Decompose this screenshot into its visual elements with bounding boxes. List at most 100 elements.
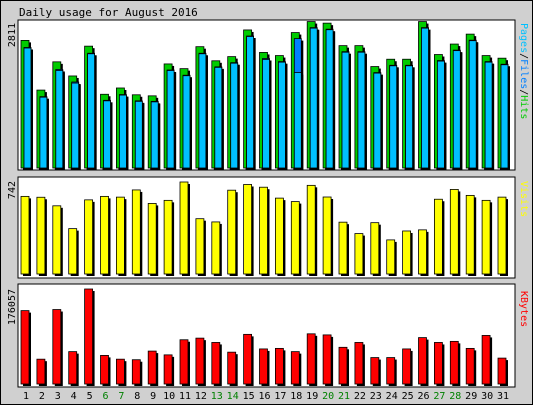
x-tick-label-day-19: 19 <box>306 391 318 402</box>
bar-kbytes-day-4 <box>68 351 78 385</box>
bar-kbytes-day-23 <box>370 357 380 385</box>
x-tick-label-day-25: 25 <box>402 391 414 402</box>
bar-visits-day-26 <box>418 229 427 275</box>
bar-pages-day-3 <box>55 70 64 169</box>
x-tick-label-day-11: 11 <box>179 391 191 402</box>
bar-pages-day-18 <box>293 72 302 169</box>
x-tick-label-day-1: 1 <box>23 391 29 402</box>
x-tick-label-day-31: 31 <box>497 391 509 402</box>
x-tick-label-day-24: 24 <box>386 391 398 402</box>
bar-visits-day-7 <box>116 196 125 275</box>
bar-visits-day-18 <box>290 201 300 275</box>
bar-visits-day-23 <box>370 222 380 275</box>
legend-files: Files <box>518 59 529 89</box>
x-tick-label-day-3: 3 <box>55 391 61 402</box>
bar-kbytes-day-19 <box>306 333 316 385</box>
legend-kbytes: KBytes <box>518 291 529 327</box>
bar-kbytes-day-27 <box>433 342 443 385</box>
bar-visits-day-21 <box>338 221 348 275</box>
bar-visits-day-30 <box>481 199 491 275</box>
bar-kbytes-day-9 <box>147 350 157 385</box>
legend-pages: Pages <box>518 23 529 53</box>
bar-visits-day-8 <box>131 189 141 275</box>
x-tick-label-day-16: 16 <box>258 391 270 402</box>
x-tick-label-day-2: 2 <box>39 391 45 402</box>
bar-pages-day-24 <box>389 65 398 169</box>
bar-pages-day-19 <box>309 27 318 169</box>
bar-visits-day-12 <box>195 218 205 275</box>
bar-pages-day-7 <box>119 94 127 169</box>
panel-kbytes: 176057 KBytes <box>7 283 529 388</box>
x-tick-label-day-8: 8 <box>134 391 140 402</box>
bar-pages-day-6 <box>103 100 111 169</box>
x-tick-label-day-12: 12 <box>195 391 207 402</box>
legend-sep-2: / <box>518 89 529 95</box>
bar-kbytes-day-3 <box>52 309 62 385</box>
x-tick-label-day-14: 14 <box>227 391 239 402</box>
bar-pages-day-13 <box>214 66 223 169</box>
legend-visits: Visits <box>518 181 529 217</box>
bar-visits-day-22 <box>354 233 364 275</box>
bar-visits-day-29 <box>465 194 475 275</box>
bar-pages-day-30 <box>484 61 493 169</box>
bar-kbytes-day-25 <box>402 348 412 385</box>
bar-pages-day-26 <box>421 27 429 169</box>
x-tick-label-day-21: 21 <box>338 391 350 402</box>
x-tick-label-day-28: 28 <box>449 391 461 402</box>
x-tick-label-day-22: 22 <box>354 391 366 402</box>
legend-sep-1: / <box>518 53 529 59</box>
bar-visits-day-4 <box>68 228 78 275</box>
bars-visits <box>20 181 508 276</box>
axis-max-label-visits: 742 <box>7 181 18 199</box>
x-tick-label-day-13: 13 <box>211 391 223 402</box>
bar-pages-day-14 <box>230 62 239 169</box>
bar-pages-day-16 <box>262 59 270 169</box>
bar-kbytes-day-16 <box>259 348 268 385</box>
bar-pages-day-9 <box>150 101 159 169</box>
bar-visits-day-15 <box>243 184 253 275</box>
chart-title: Daily usage for August 2016 <box>19 6 198 19</box>
bar-kbytes-day-6 <box>100 355 109 385</box>
bar-visits-day-24 <box>386 239 396 275</box>
bar-visits-day-28 <box>449 189 459 275</box>
bar-kbytes-day-17 <box>274 347 284 385</box>
bar-kbytes-day-2 <box>36 358 46 385</box>
bar-visits-day-27 <box>433 198 443 275</box>
x-tick-label-day-7: 7 <box>118 391 124 402</box>
x-tick-label-day-27: 27 <box>433 391 445 402</box>
bar-visits-day-31 <box>497 196 507 275</box>
bar-visits-day-25 <box>402 230 412 275</box>
x-axis-day-labels: 1 2 3 4 5 6 7 8 9 10 11 12 13 14 15 16 17 18 19 20 21 22 23 24 2… <box>23 391 509 402</box>
bar-pages-day-22 <box>357 51 366 169</box>
bar-pages-day-10 <box>166 70 175 169</box>
bar-kbytes-day-28 <box>449 340 459 385</box>
bar-pages-day-15 <box>246 36 255 169</box>
bar-kbytes-day-26 <box>418 337 427 385</box>
bar-pages-day-17 <box>277 61 286 169</box>
bar-kbytes-day-7 <box>116 358 125 385</box>
bar-visits-day-10 <box>163 199 173 275</box>
axis-max-label-kbytes: 176057 <box>7 289 18 325</box>
bar-visits-day-16 <box>259 186 268 275</box>
bar-pages-day-25 <box>405 65 414 169</box>
bar-kbytes-day-8 <box>131 359 141 385</box>
bar-kbytes-day-11 <box>179 339 189 385</box>
bar-visits-day-6 <box>100 195 109 275</box>
bar-pages-day-29 <box>468 40 477 169</box>
bar-pages-day-20 <box>325 29 334 169</box>
bar-pages-day-12 <box>198 53 207 169</box>
bar-visits-day-14 <box>227 189 237 275</box>
bar-kbytes-day-14 <box>227 351 237 385</box>
x-tick-label-day-20: 20 <box>322 391 334 402</box>
bar-kbytes-day-10 <box>163 354 173 385</box>
legend-pages-files-hits: Pages/Files/Hits <box>518 23 529 119</box>
bar-visits-day-9 <box>147 203 157 275</box>
bar-pages-day-8 <box>134 100 143 169</box>
bar-visits-day-13 <box>211 221 221 275</box>
bar-visits-day-2 <box>36 196 46 275</box>
bar-pages-day-23 <box>373 72 382 169</box>
bar-kbytes-day-24 <box>386 357 396 385</box>
bar-pages-day-11 <box>182 75 191 169</box>
legend-hits: Hits <box>518 95 529 119</box>
